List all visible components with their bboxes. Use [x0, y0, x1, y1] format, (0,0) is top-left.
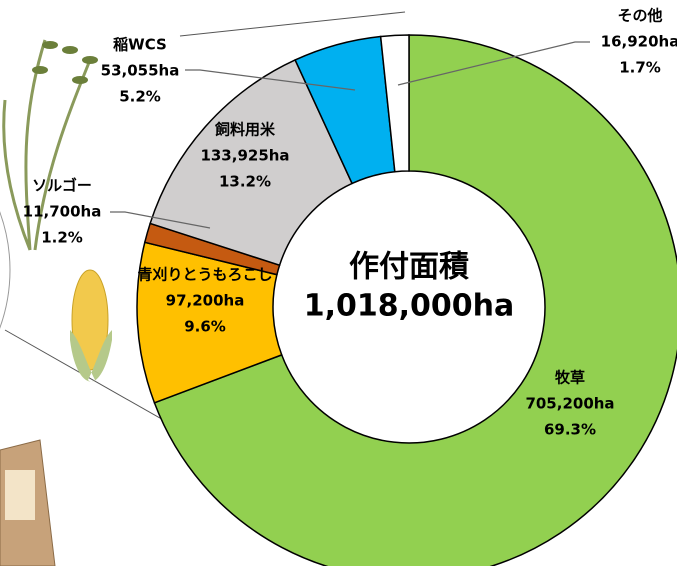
value-label: 16,920ha — [601, 33, 677, 51]
donut-segment — [379, 34, 410, 173]
zoom-circle — [0, 211, 11, 329]
category-label: その他 — [617, 7, 662, 25]
center-title: 作付面積 — [349, 250, 469, 285]
category-label: 飼料用米 — [214, 121, 276, 139]
value-label: 11,700ha — [23, 203, 102, 221]
center-total: 1,018,000ha — [304, 289, 515, 324]
leader-line — [110, 211, 211, 229]
category-label: 稲WCS — [113, 36, 167, 54]
percent-label: 9.6% — [184, 318, 226, 336]
category-label: 青刈りとうもろこし — [137, 266, 272, 284]
donut-segment — [149, 58, 354, 267]
percent-label: 5.2% — [119, 88, 161, 106]
percent-label: 1.2% — [41, 229, 83, 247]
zoom-line — [179, 11, 406, 37]
value-label: 705,200ha — [525, 395, 614, 413]
percent-label: 1.7% — [619, 59, 661, 77]
percent-label: 13.2% — [219, 173, 271, 191]
value-label: 53,055ha — [101, 62, 180, 80]
donut-segment — [153, 34, 677, 566]
value-label: 133,925ha — [200, 147, 289, 165]
category-label: ソルゴー — [32, 177, 92, 195]
category-label: 牧草 — [555, 369, 585, 387]
leader-line — [397, 41, 590, 86]
value-label: 97,200ha — [166, 292, 245, 310]
percent-label: 69.3% — [544, 421, 596, 439]
leader-line — [185, 69, 356, 91]
illustration — [0, 39, 112, 566]
leader-lines — [110, 41, 590, 229]
